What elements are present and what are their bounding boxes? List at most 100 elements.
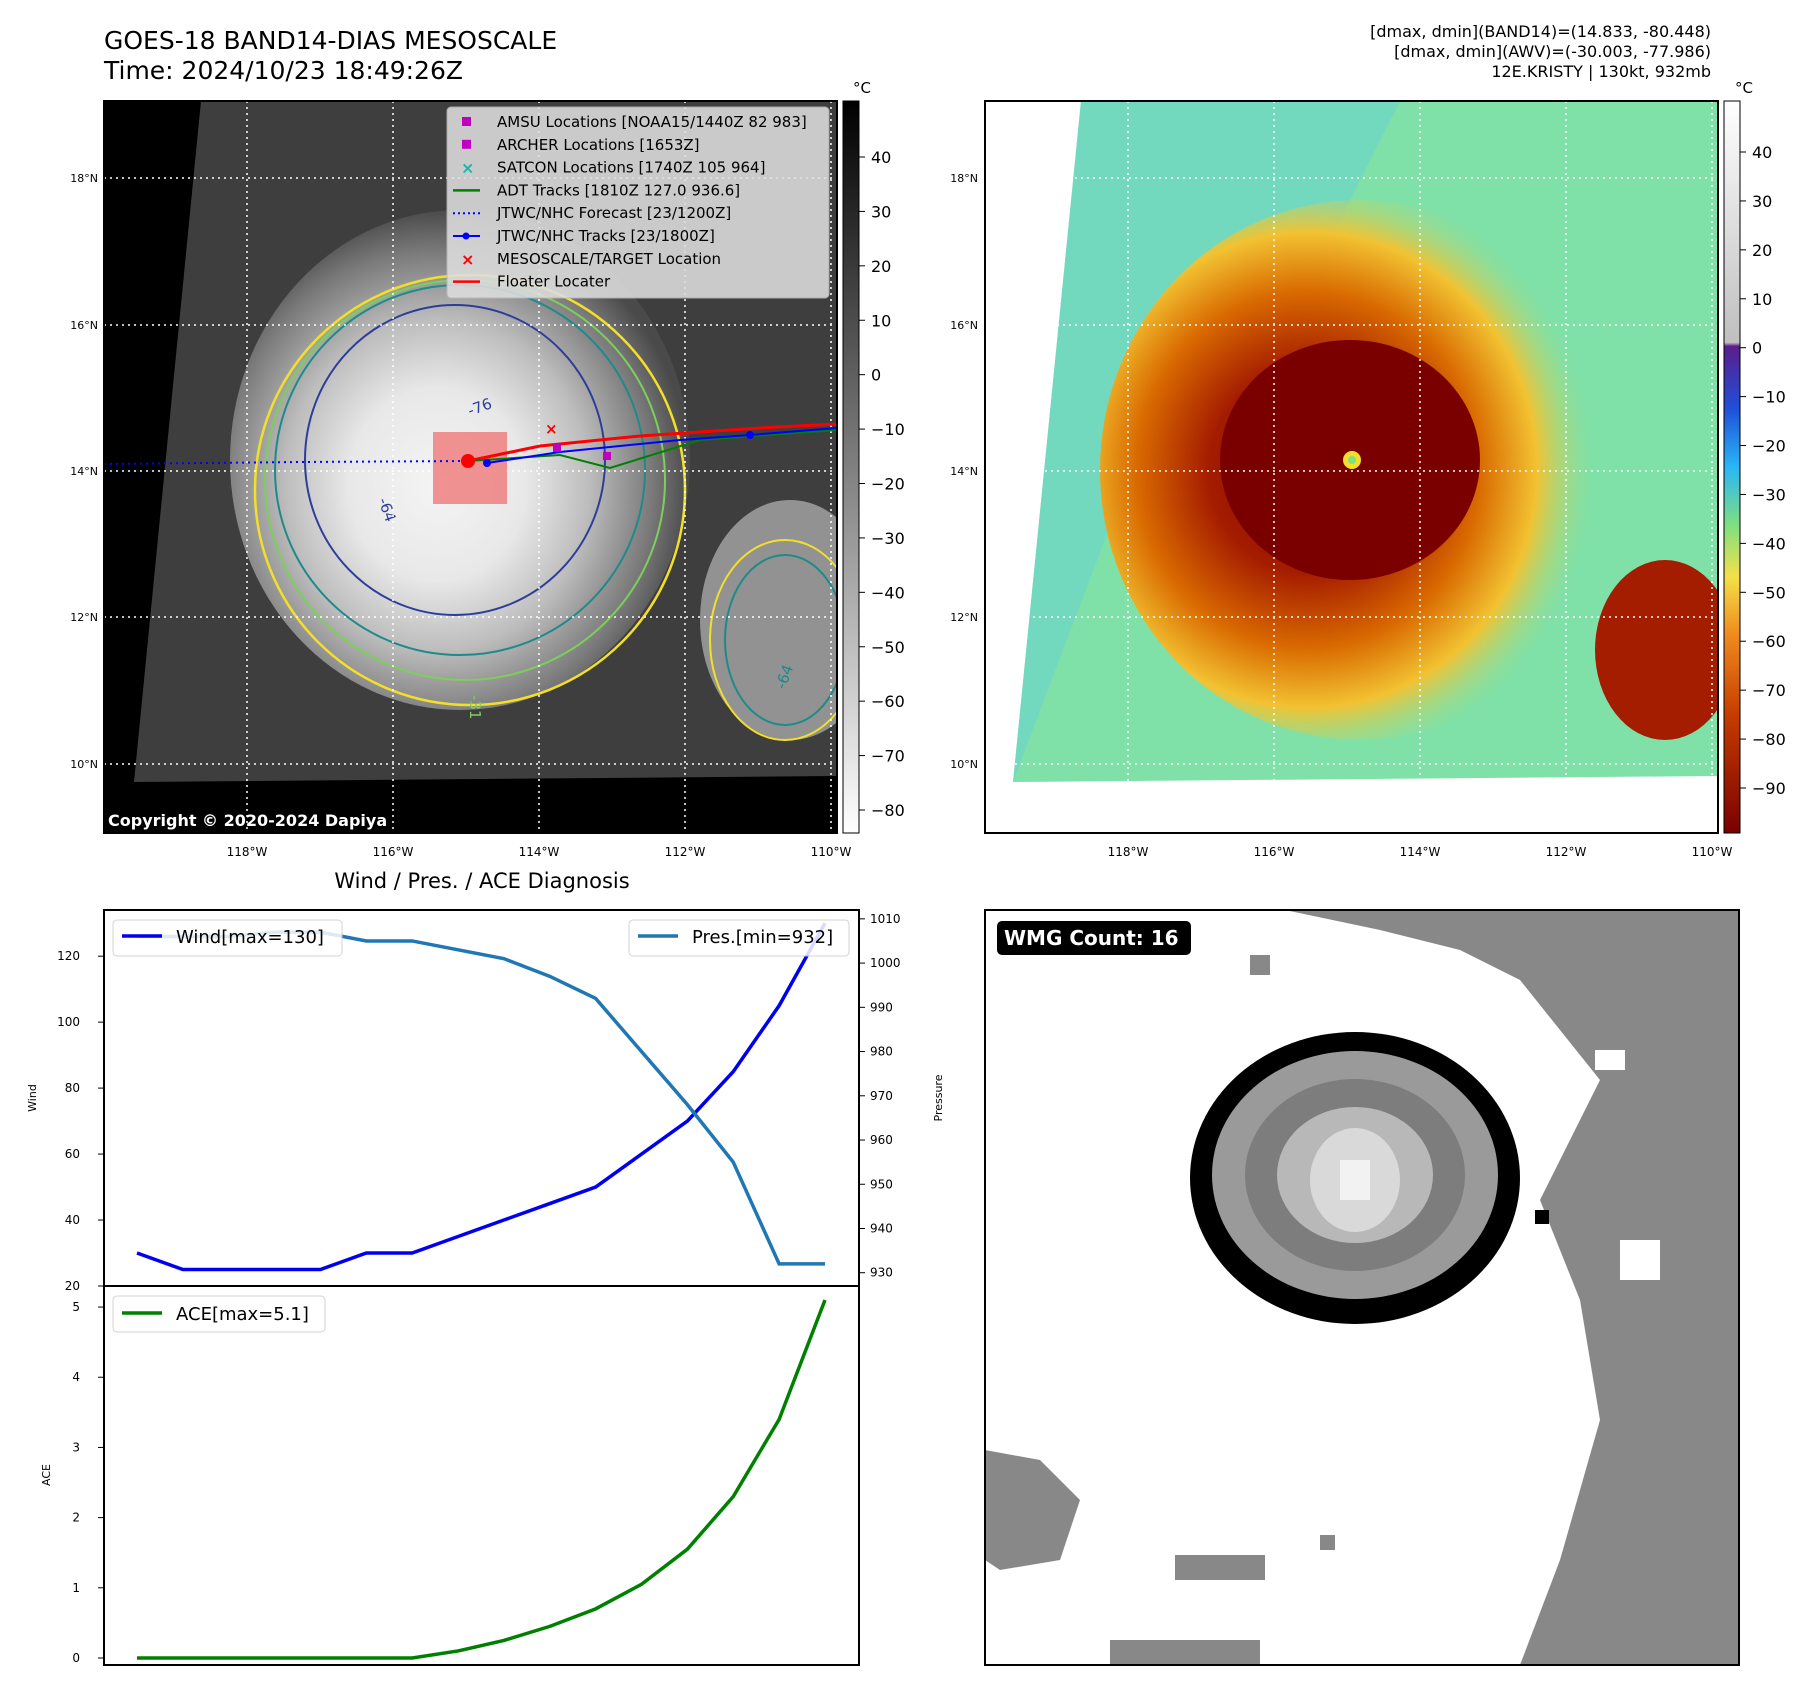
lat-label: 14°N bbox=[70, 465, 98, 478]
pressure-tick-label: 1000 bbox=[870, 956, 901, 970]
gray-colorbar-ramp bbox=[842, 100, 860, 834]
amsu-marker bbox=[553, 444, 561, 452]
ir-map-lat-labels: 18°N 16°N 14°N 12°N 10°N bbox=[70, 172, 98, 771]
legend-label: Floater Locater bbox=[497, 273, 611, 291]
colorbar-tick-label: −40 bbox=[1752, 534, 1786, 553]
ir-map-lon-labels: 118°W 116°W 114°W 112°W 110°W bbox=[227, 845, 852, 859]
pressure-tick-label: 1010 bbox=[870, 912, 901, 926]
lat-label: 18°N bbox=[950, 172, 978, 185]
wind-tick-label: 60 bbox=[65, 1147, 80, 1161]
colorbar-tick-label: 40 bbox=[871, 148, 891, 167]
colorbar-tick-label: 10 bbox=[871, 311, 891, 330]
colorbar-tick-label: 0 bbox=[1752, 339, 1762, 358]
color-map-gridlines bbox=[985, 101, 1718, 833]
lat-label: 12°N bbox=[950, 611, 978, 624]
lat-label: 16°N bbox=[950, 319, 978, 332]
legend-label: ADT Tracks [1810Z 127.0 936.6] bbox=[497, 181, 740, 199]
legend-label: SATCON Locations [1740Z 105 964] bbox=[497, 159, 765, 177]
pressure-tick-label: 970 bbox=[870, 1089, 893, 1103]
lon-label: 118°W bbox=[1108, 845, 1149, 859]
lat-label: 18°N bbox=[70, 172, 98, 185]
colorbar-tick-label: −60 bbox=[871, 692, 905, 711]
colorbar-tick-label: −20 bbox=[871, 475, 905, 494]
pressure-legend: Pres.[min=932] bbox=[628, 919, 850, 957]
colorbar-tick-label: 10 bbox=[1752, 290, 1772, 309]
lon-label: 110°W bbox=[1692, 845, 1733, 859]
info-line-2: [dmax, dmin](AWV)=(-30.003, -77.986) bbox=[1394, 42, 1711, 61]
wmg-count-badge bbox=[997, 921, 1191, 955]
ir-map-panel: -76 -64 -31 -64 bbox=[70, 100, 852, 859]
colorbar-tick-label: −50 bbox=[1752, 583, 1786, 602]
archer-marker bbox=[603, 452, 611, 460]
wind-legend-label: Wind[max=130] bbox=[176, 927, 324, 948]
lat-label: 10°N bbox=[950, 758, 978, 771]
legend-label: ARCHER Locations [1653Z] bbox=[497, 136, 700, 154]
pressure-tick-label: 940 bbox=[870, 1221, 893, 1235]
pressure-tick-label: 930 bbox=[870, 1266, 893, 1280]
wmg-gray-pixel bbox=[1320, 1535, 1335, 1550]
lat-label: 12°N bbox=[70, 611, 98, 624]
wind-tick-label: 80 bbox=[65, 1081, 80, 1095]
lon-label: 118°W bbox=[227, 845, 268, 859]
ace-tick-label: 4 bbox=[72, 1370, 80, 1384]
color-colorbar: °C 40 30 20 10 0 −10 −20 −30 −40 −50 −60 −70 −80 −90 bbox=[1723, 79, 1786, 834]
ace-legend-label: ACE[max=5.1] bbox=[176, 1304, 309, 1325]
ace-legend: ACE[max=5.1] bbox=[112, 1295, 326, 1333]
wind-tick-label: 120 bbox=[57, 949, 80, 963]
floater-box bbox=[433, 432, 507, 504]
wmg-black-pixel bbox=[1535, 1210, 1549, 1224]
wind-tick-label: 20 bbox=[65, 1279, 80, 1293]
legend-item: ARCHER Locations [1653Z] bbox=[462, 136, 700, 154]
colorbar-tick-label: −10 bbox=[1752, 388, 1786, 407]
colorbar-tick-label: −80 bbox=[1752, 730, 1786, 749]
ace-chart-frame bbox=[103, 1285, 860, 1666]
wmg-white-pixel bbox=[1620, 1240, 1660, 1280]
copyright-text: Copyright © 2020-2024 Dapiya bbox=[108, 811, 387, 830]
gray-colorbar-unit: °C bbox=[853, 79, 871, 97]
gray-colorbar: °C 40 30 20 10 0 −10 −20 −30 −40 −50 −60 −70 −80 bbox=[842, 79, 905, 834]
wmg-gray-region-west bbox=[985, 1450, 1080, 1570]
ace-tick-label: 3 bbox=[72, 1440, 80, 1454]
legend-label: JTWC/NHC Forecast [23/1200Z] bbox=[496, 204, 731, 222]
colorbar-tick-label: −10 bbox=[871, 420, 905, 439]
contour-label-3: -31 bbox=[466, 695, 484, 720]
legend-label: MESOSCALE/TARGET Location bbox=[497, 250, 721, 268]
colorbar-tick-label: −40 bbox=[871, 583, 905, 602]
ir-map-legend: AMSU Locations [NOAA15/1440Z 82 983] ARCH… bbox=[446, 106, 830, 299]
jtwc-track-point bbox=[746, 431, 754, 439]
wind-tick-label: 100 bbox=[57, 1015, 80, 1029]
title-line-1: GOES-18 BAND14-DIAS MESOSCALE bbox=[104, 26, 558, 55]
lat-label: 14°N bbox=[950, 465, 978, 478]
legend-marker-dot bbox=[462, 232, 470, 240]
wmg-gray-pixel bbox=[1250, 955, 1270, 975]
colorbar-tick-label: −70 bbox=[1752, 681, 1786, 700]
color-map-frame bbox=[984, 100, 1719, 834]
wmg-panel: WMG Count: 16 bbox=[984, 909, 1740, 1666]
ir-map-frame bbox=[103, 100, 838, 834]
lat-label: 10°N bbox=[70, 758, 98, 771]
legend-item: JTWC/NHC Tracks [23/1800Z] bbox=[453, 227, 715, 245]
wind-legend: Wind[max=130] bbox=[112, 919, 343, 957]
wmg-white-pixel bbox=[1595, 1050, 1625, 1070]
legend-label: JTWC/NHC Tracks [23/1800Z] bbox=[496, 227, 715, 245]
contour-secondary bbox=[724, 554, 837, 726]
lon-label: 114°W bbox=[1400, 845, 1441, 859]
contour-secondary-outer bbox=[709, 539, 837, 741]
legend-item: JTWC/NHC Forecast [23/1200Z] bbox=[453, 204, 731, 222]
wind-axis-label: Wind bbox=[26, 1084, 39, 1112]
wmg-gray-pixel bbox=[1175, 1555, 1265, 1580]
jtwc-track-point bbox=[483, 459, 491, 467]
wind-chart-frame bbox=[103, 909, 860, 1287]
figure-title: GOES-18 BAND14-DIAS MESOSCALE Time: 2024… bbox=[104, 26, 557, 86]
info-line-3: 12E.KRISTY | 130kt, 932mb bbox=[1491, 62, 1711, 81]
colorbar-tick-label: 30 bbox=[1752, 192, 1772, 211]
title-line-2: Time: 2024/10/23 18:49:26Z bbox=[104, 56, 463, 85]
colorbar-tick-label: −30 bbox=[1752, 485, 1786, 504]
lon-label: 114°W bbox=[519, 845, 560, 859]
legend-label: AMSU Locations [NOAA15/1440Z 82 983] bbox=[497, 113, 807, 131]
wmg-count-label: WMG Count: 16 bbox=[1004, 926, 1179, 950]
colorbar-tick-label: 20 bbox=[1752, 241, 1772, 260]
target-x-marker: × bbox=[545, 420, 558, 438]
wmg-gray-region-east bbox=[1285, 910, 1739, 1665]
ace-tick-label: 0 bbox=[72, 1651, 80, 1665]
